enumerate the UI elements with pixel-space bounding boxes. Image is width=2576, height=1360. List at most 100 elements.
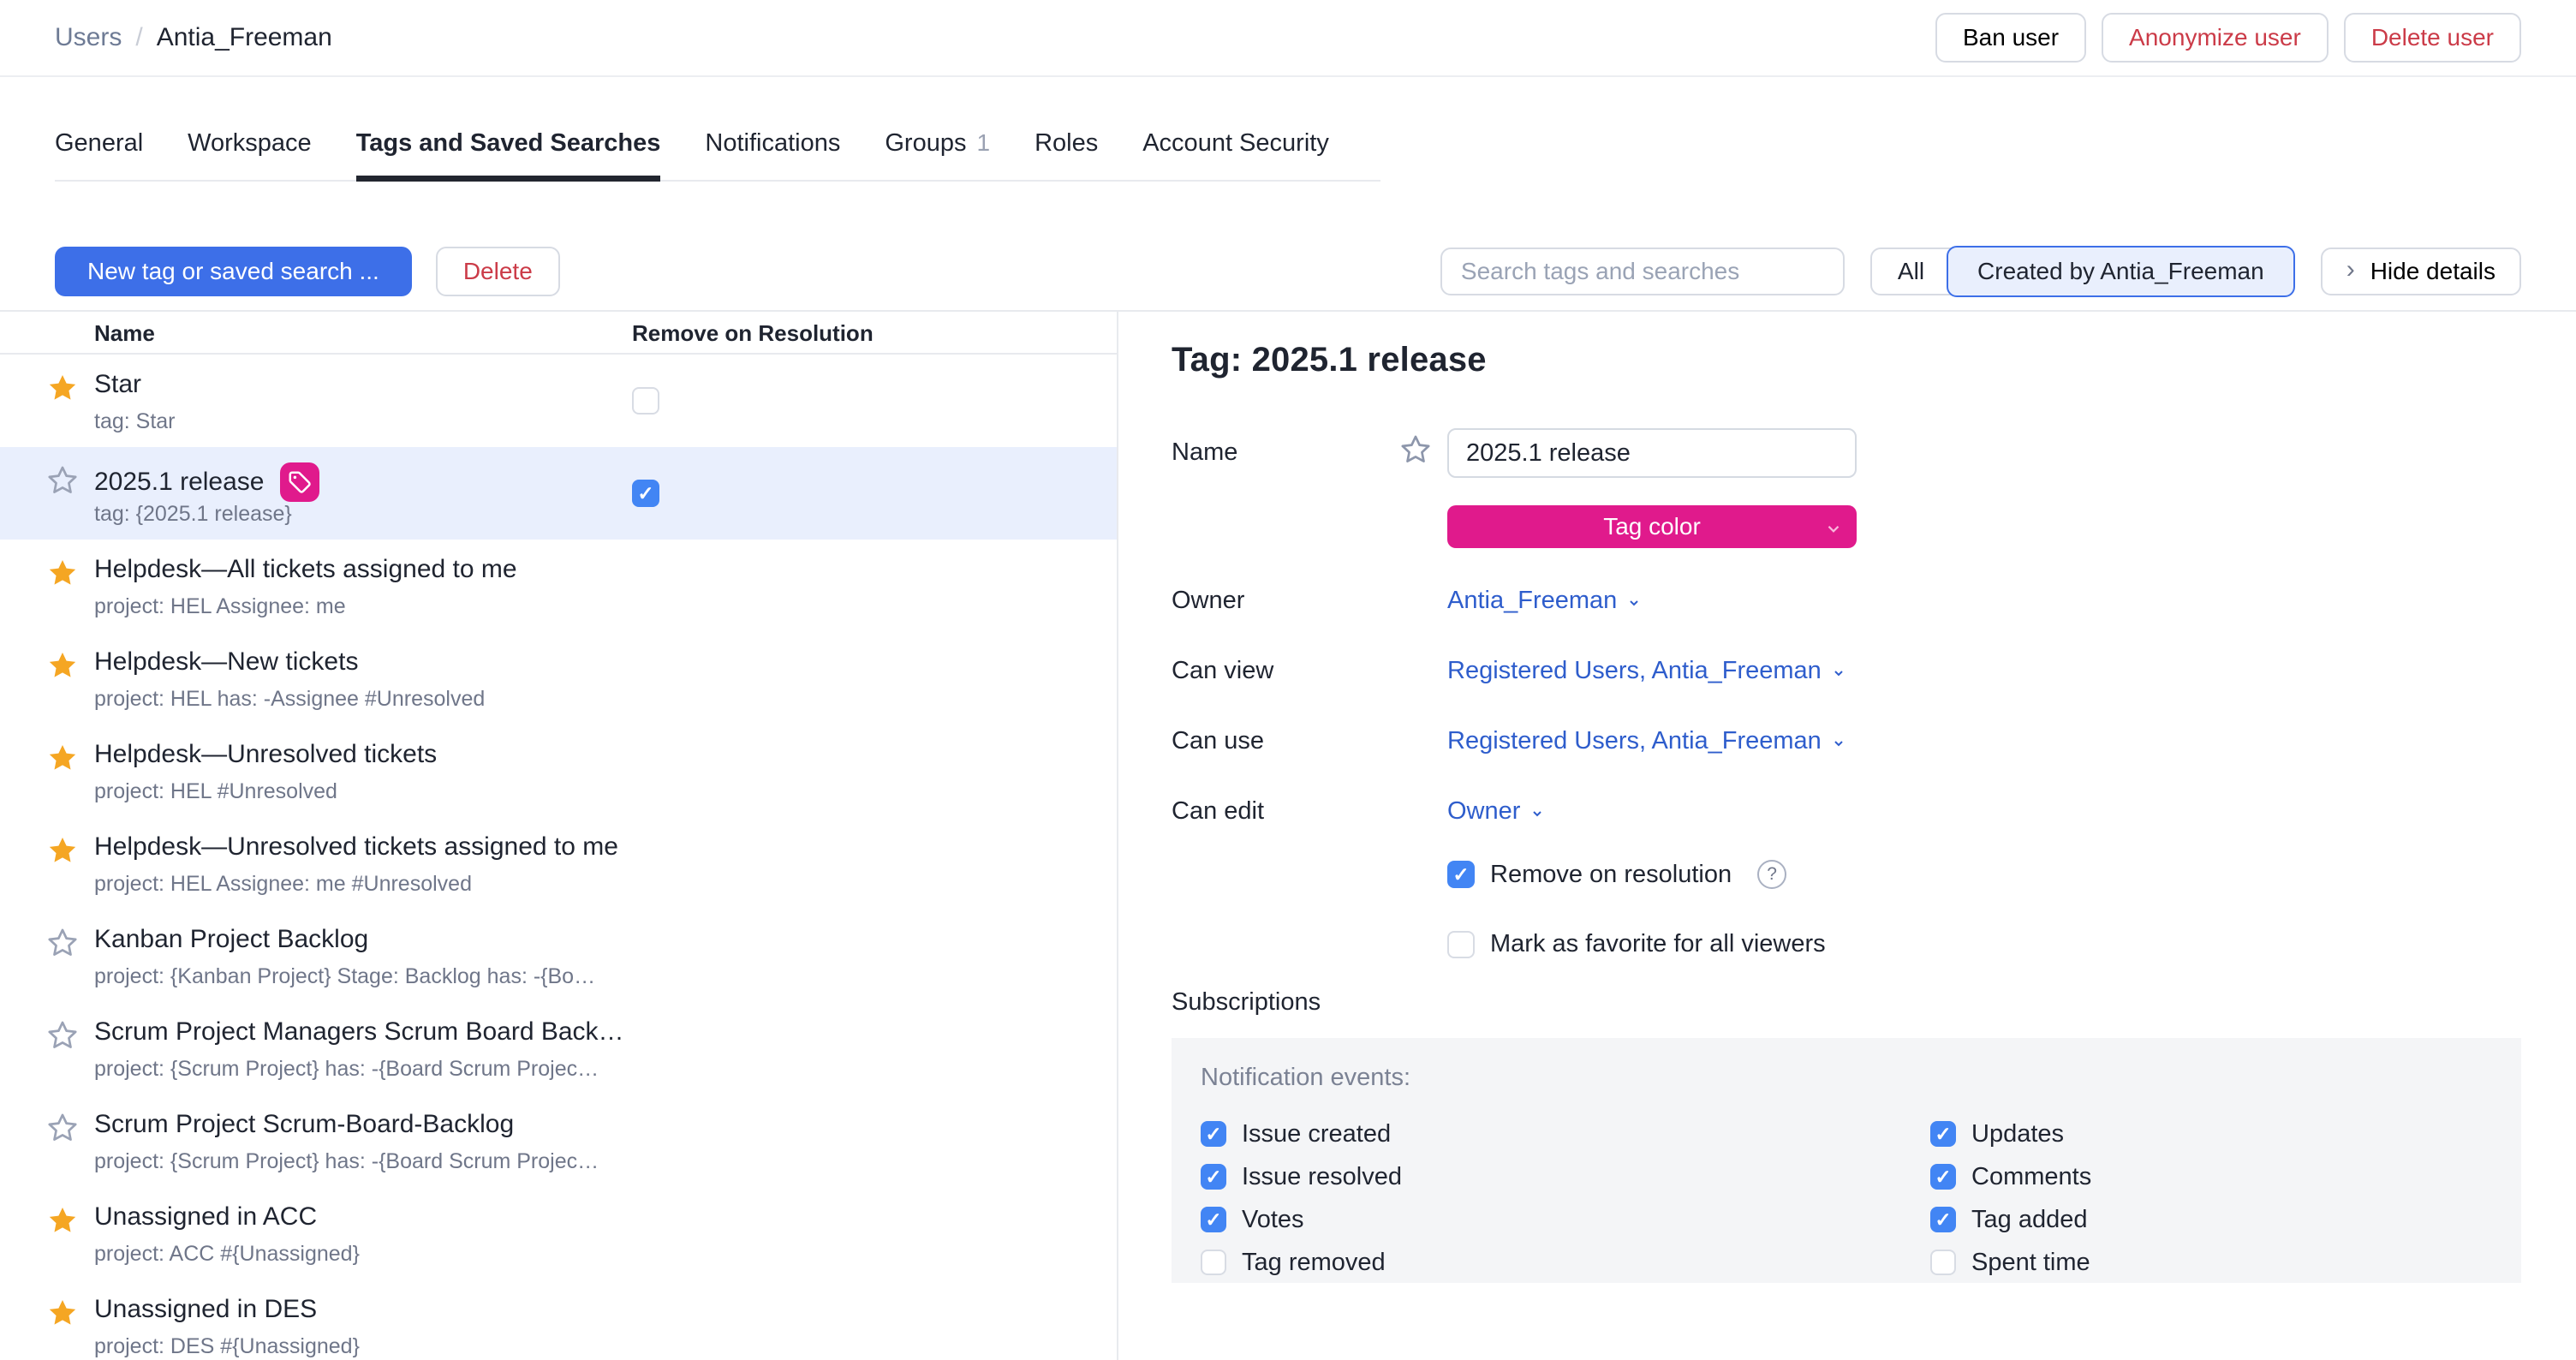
filter-created-by-button[interactable]: Created by Antia_Freeman [1947, 246, 2295, 297]
breadcrumb-users-link[interactable]: Users [55, 23, 122, 51]
mark-favorite-row: Mark as favorite for all viewers [1447, 930, 1826, 958]
notification-event-checkbox[interactable]: ✓ [1930, 1164, 1956, 1190]
star-icon[interactable] [46, 1204, 79, 1237]
chevron-down-icon [1830, 665, 1847, 682]
tab[interactable]: Account Security [1142, 129, 1329, 180]
star-icon[interactable] [46, 464, 79, 497]
row-title: Unassigned in DES [94, 1295, 318, 1323]
remove-on-resolution-row-checkbox[interactable] [632, 387, 659, 415]
list-row[interactable]: Star tag: Star [0, 355, 1117, 447]
row-title: Unassigned in ACC [94, 1202, 318, 1231]
row-subtitle: project: {Scrum Project} has: -{Board Sc… [94, 1149, 599, 1173]
star-icon[interactable] [46, 649, 79, 682]
field-label: Can edit [1172, 796, 1265, 825]
star-icon[interactable] [46, 1019, 79, 1052]
tab-label: Tags and Saved Searches [355, 129, 661, 157]
list-row[interactable]: Unassigned in DES project: DES #{Unassig… [0, 1279, 1117, 1360]
star-icon[interactable] [46, 834, 79, 867]
tag-icon [279, 462, 319, 502]
list-header: Name Remove on Resolution [0, 312, 1117, 355]
list-row[interactable]: Helpdesk—Unresolved tickets assigned to … [0, 817, 1117, 910]
star-icon[interactable] [46, 742, 79, 774]
permission-field-row: Can edit Owner [1172, 796, 1847, 826]
delete-user-button[interactable]: Delete user [2343, 13, 2521, 63]
tab[interactable]: Groups 1 [885, 129, 990, 180]
anonymize-user-button[interactable]: Anonymize user [2102, 13, 2329, 63]
notification-event-label: Updates [1971, 1119, 2065, 1148]
subscriptions-panel: Notification events: ✓ Issue created ✓ I… [1172, 1038, 2521, 1283]
list-row[interactable]: Helpdesk—Unresolved tickets project: HEL… [0, 725, 1117, 817]
row-title: Helpdesk—Unresolved tickets [94, 740, 438, 768]
row-subtitle: project: DES #{Unassigned} [94, 1334, 360, 1358]
ban-user-button[interactable]: Ban user [1935, 13, 2087, 63]
chevron-down-icon [1529, 805, 1546, 822]
star-icon[interactable] [46, 1297, 79, 1329]
details-title: Tag: 2025.1 release [1172, 341, 1487, 379]
tab-label: General [55, 129, 144, 157]
list-row[interactable]: Scrum Project Managers Scrum Board Back…… [0, 1002, 1117, 1095]
help-icon[interactable]: ? [1757, 860, 1787, 889]
tab-label: Notifications [705, 129, 841, 157]
notification-events-label: Notification events: [1201, 1064, 1411, 1091]
tab[interactable]: General [55, 129, 143, 180]
star-icon[interactable] [46, 372, 79, 404]
star-outline-icon[interactable] [1399, 433, 1432, 466]
tab[interactable]: Tags and Saved Searches [355, 129, 661, 182]
notification-event-label: Tag removed [1242, 1248, 1386, 1276]
list-row[interactable]: Scrum Project Scrum-Board-Backlog projec… [0, 1095, 1117, 1187]
remove-on-resolution-checkbox[interactable]: ✓ [1447, 861, 1475, 888]
notification-event-checkbox[interactable] [1930, 1250, 1956, 1275]
notification-event-item: ✓ Comments [1930, 1163, 2091, 1190]
mark-favorite-checkbox[interactable] [1447, 930, 1475, 958]
column-header-remove-on-resolution: Remove on Resolution [632, 320, 874, 346]
tab[interactable]: Notifications [705, 129, 840, 180]
field-value-dropdown[interactable]: Owner [1447, 797, 1546, 826]
search-input[interactable] [1440, 248, 1845, 295]
notification-event-label: Comments [1971, 1162, 2092, 1190]
field-value-dropdown[interactable]: Registered Users, Antia_Freeman [1447, 727, 1847, 755]
remove-on-resolution-label: Remove on resolution [1490, 860, 1732, 888]
notification-event-checkbox[interactable]: ✓ [1201, 1121, 1226, 1147]
list-rows: Star tag: Star 2025.1 release tag: {2025… [0, 355, 1117, 1360]
field-value-dropdown[interactable]: Antia_Freeman [1447, 587, 1643, 615]
chevron-down-icon [1824, 519, 1843, 538]
tag-color-button[interactable]: Tag color [1447, 505, 1857, 548]
notification-event-item: Tag removed [1201, 1249, 1402, 1276]
notification-event-checkbox[interactable]: ✓ [1201, 1207, 1226, 1232]
mark-favorite-label: Mark as favorite for all viewers [1490, 930, 1826, 957]
row-subtitle: project: HEL has: -Assignee #Unresolved [94, 687, 486, 711]
star-icon[interactable] [46, 927, 79, 959]
row-subtitle: tag: Star [94, 409, 176, 433]
tab[interactable]: Workspace [188, 129, 312, 180]
list-row[interactable]: 2025.1 release tag: {2025.1 release} ✓ [0, 447, 1117, 540]
notification-event-checkbox[interactable]: ✓ [1930, 1207, 1956, 1232]
remove-on-resolution-row-checkbox[interactable]: ✓ [632, 480, 659, 507]
notification-event-label: Tag added [1971, 1205, 2088, 1233]
notification-event-label: Issue resolved [1242, 1162, 1402, 1190]
row-subtitle: project: HEL Assignee: me #Unresolved [94, 872, 472, 896]
list-row[interactable]: Helpdesk—All tickets assigned to me proj… [0, 540, 1117, 632]
row-subtitle: project: {Kanban Project} Stage: Backlog… [94, 964, 596, 988]
notification-event-checkbox[interactable]: ✓ [1930, 1121, 1956, 1147]
new-tag-button[interactable]: New tag or saved search ... [55, 247, 412, 296]
star-icon[interactable] [46, 1112, 79, 1144]
filter-all-button[interactable]: All [1869, 248, 1953, 295]
list-row[interactable]: Helpdesk—New tickets project: HEL has: -… [0, 632, 1117, 725]
notification-event-checkbox[interactable]: ✓ [1201, 1164, 1226, 1190]
field-value-dropdown[interactable]: Registered Users, Antia_Freeman [1447, 657, 1847, 685]
tab[interactable]: Roles [1035, 129, 1098, 180]
star-icon[interactable] [46, 557, 79, 589]
list-row[interactable]: Unassigned in ACC project: ACC #{Unassig… [0, 1187, 1117, 1279]
notification-events-left-column: ✓ Issue created ✓ Issue resolved ✓ Votes… [1201, 1120, 1402, 1276]
row-subtitle: tag: {2025.1 release} [94, 502, 292, 526]
hide-details-button[interactable]: › Hide details [2320, 248, 2521, 295]
tab-label: Groups [885, 129, 967, 157]
field-label: Can view [1172, 656, 1274, 684]
tab-label: Workspace [188, 129, 312, 157]
list-row[interactable]: Kanban Project Backlog project: {Kanban … [0, 910, 1117, 1002]
column-header-name: Name [94, 320, 155, 346]
notification-event-checkbox[interactable] [1201, 1250, 1226, 1275]
tag-name-input[interactable] [1447, 428, 1857, 478]
delete-tag-button[interactable]: Delete [435, 247, 560, 296]
